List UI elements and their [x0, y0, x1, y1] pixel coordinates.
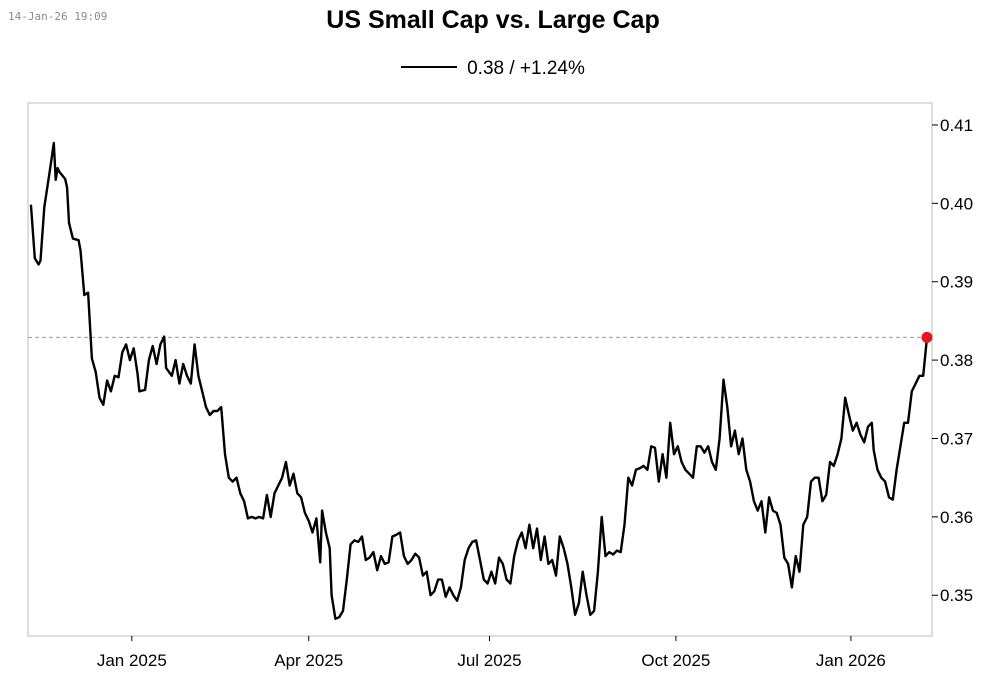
y-tick-label: 0.35 [940, 586, 973, 605]
legend: 0.38 / +1.24% [0, 58, 986, 80]
y-tick-label: 0.41 [940, 116, 973, 135]
series-line [29, 141, 929, 620]
y-tick-label: 0.39 [940, 273, 973, 292]
chart-title: US Small Cap vs. Large Cap [326, 6, 660, 34]
legend-line-swatch [401, 65, 458, 68]
x-tick-label: Jan 2025 [97, 651, 167, 670]
plot-frame [27, 102, 933, 637]
legend-label: 0.38 / +1.24% [467, 58, 585, 79]
last-value-marker [921, 331, 933, 343]
timestamp: 14-Jan-26 19:09 [8, 10, 108, 23]
x-tick-label: Oct 2025 [641, 651, 710, 670]
x-tick-label: Jan 2026 [816, 651, 886, 670]
x-tick-label: Apr 2025 [274, 651, 343, 670]
y-tick-label: 0.37 [940, 429, 973, 448]
y-tick-label: 0.36 [940, 508, 973, 527]
y-tick-label: 0.40 [940, 194, 973, 213]
y-tick-label: 0.38 [940, 351, 973, 370]
x-tick-label: Jul 2025 [457, 651, 521, 670]
